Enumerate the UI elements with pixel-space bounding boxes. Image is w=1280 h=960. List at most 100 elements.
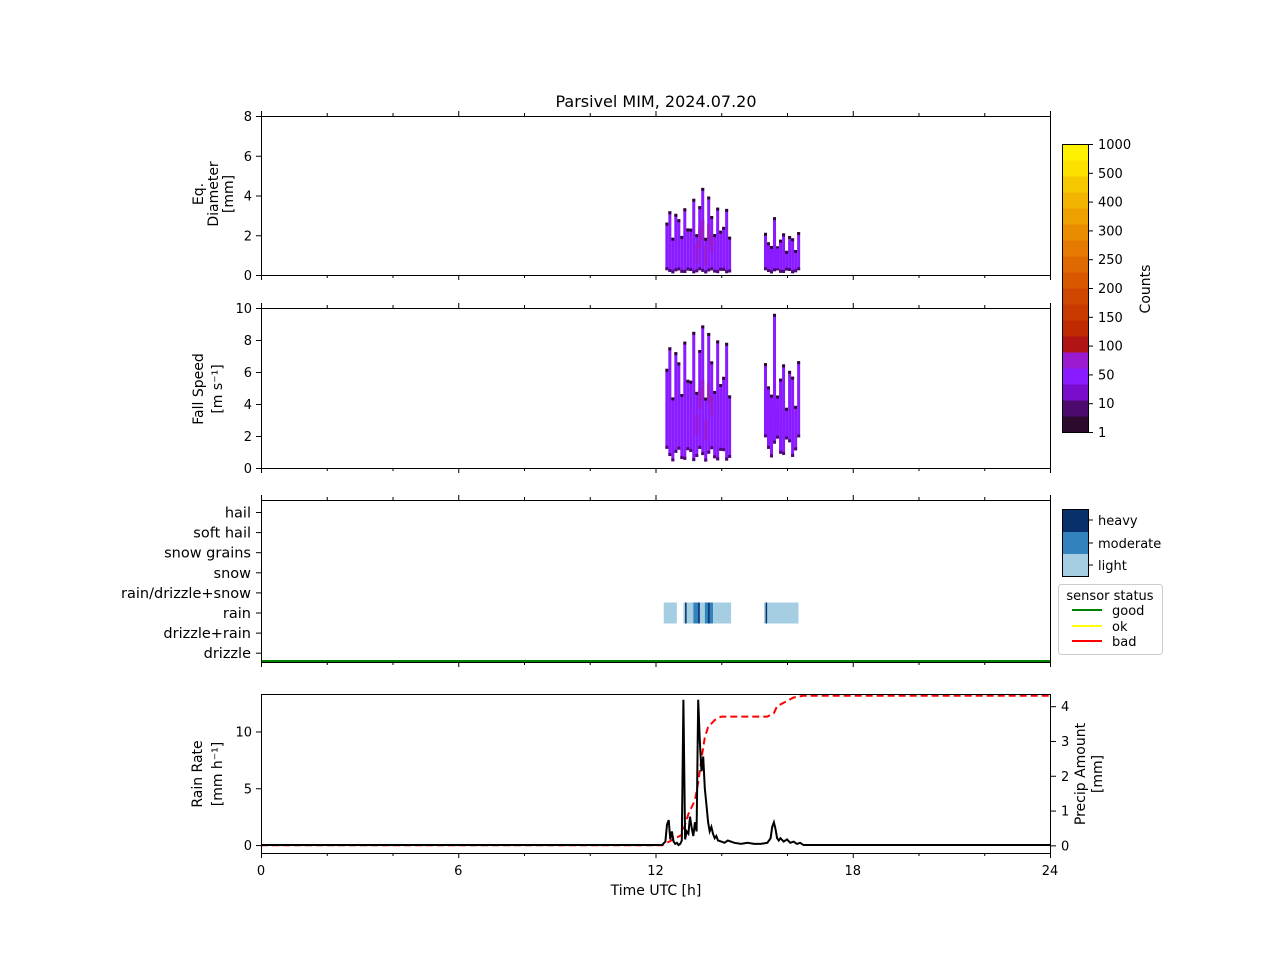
heatmap-edge-cell: [665, 445, 669, 449]
heatmap-cell: [689, 228, 693, 272]
colorbar-cell: [1062, 272, 1088, 289]
precip-amount-line: [261, 694, 1050, 847]
intensity-label-heavy: heavy: [1098, 514, 1138, 529]
heatmap-cell: [680, 394, 684, 460]
heatmap-edge-cell: [710, 216, 714, 220]
colorbar-tick-label: 150: [1098, 311, 1123, 326]
heatmap-edge-cell: [701, 325, 705, 329]
heatmap-cell: [767, 386, 771, 449]
heatmap-cell: [686, 228, 690, 271]
heatmap-cell: [692, 198, 696, 274]
heatmap-cell: [725, 208, 729, 274]
heatmap-edge-cell: [788, 268, 792, 272]
precip-amount-ylabel-2: [mm]: [1090, 755, 1106, 793]
diameter-ylabel-3: [mm]: [221, 175, 237, 213]
y2-tick-label: 2: [1061, 770, 1069, 785]
sensor-status-legend: sensor status good ok bad: [1058, 584, 1163, 655]
heatmap-core-cell: [770, 249, 774, 270]
heatmap-cell: [782, 233, 786, 273]
counts-colorbar-label: Counts: [1138, 265, 1154, 314]
heatmap-edge-cell: [668, 211, 672, 215]
heatmap-edge-cell: [779, 450, 783, 454]
heatmap-edge-cell: [782, 451, 786, 455]
panel-diameter: 0 2 4 6 8 Eq. Diameter [mm]: [191, 110, 1051, 284]
heatmap-edge-cell: [776, 246, 780, 250]
heatmap-edge-cell: [713, 234, 717, 238]
heatmap-edge-cell: [683, 269, 687, 273]
heatmap-edge-cell: [788, 370, 792, 374]
heatmap-edge-cell: [671, 397, 675, 401]
diameter-ylabel-1: Eq.: [191, 183, 207, 205]
heatmap-cell: [716, 340, 720, 461]
precip-type-segment: [763, 602, 799, 624]
precip-amount-y-ticks: 0 1 2 3 4: [1051, 700, 1069, 854]
heatmap-cell: [728, 236, 732, 273]
heatmap-edge-cell: [677, 267, 681, 271]
y-tick-label: 5: [244, 782, 252, 797]
heatmap-edge-cell: [683, 456, 687, 460]
colorbar-cell: [1062, 192, 1088, 209]
heatmap-edge-cell: [779, 239, 783, 243]
heatmap-core-cell: [695, 414, 699, 435]
heatmap-edge-cell: [677, 362, 681, 366]
heatmap-core-cell: [707, 383, 711, 404]
y-tick-label: 10: [235, 725, 252, 740]
heatmap-cell: [716, 207, 720, 274]
fall-speed-axes-frame: [261, 308, 1051, 469]
heatmap-edge-cell: [683, 341, 687, 345]
heatmap-edge-cell: [725, 342, 729, 346]
heatmap-edge-cell: [674, 352, 678, 356]
heatmap-edge-cell: [695, 234, 699, 238]
heatmap-cell: [722, 376, 726, 452]
heatmap-edge-cell: [719, 384, 723, 388]
colorbar-tick-label: 250: [1098, 253, 1123, 268]
colorbar-cell: [1062, 416, 1088, 433]
heatmap-edge-cell: [665, 368, 669, 372]
diameter-heatmap: [665, 187, 801, 274]
category-label: snow grains: [164, 546, 251, 562]
x-tick-label: 0: [257, 864, 265, 879]
y2-tick-label: 3: [1061, 735, 1069, 750]
heatmap-cell: [797, 232, 801, 271]
heatmap-cell: [671, 237, 675, 274]
heatmap-cell: [788, 235, 792, 272]
rain-rate-ylabel-1: Rain Rate: [190, 740, 206, 807]
fall-speed-ylabel-2: [m s⁻¹]: [210, 364, 226, 413]
heatmap-edge-cell: [668, 453, 672, 457]
colorbar-cell: [1062, 160, 1088, 177]
category-label: drizzle: [204, 646, 251, 662]
heatmap-edge-cell: [689, 380, 693, 384]
heatmap-edge-cell: [671, 237, 675, 241]
heatmap-cell: [763, 363, 767, 438]
heatmap-edge-cell: [722, 448, 726, 452]
heatmap-edge-cell: [770, 394, 774, 398]
heatmap-edge-cell: [722, 267, 726, 271]
heatmap-edge-cell: [710, 267, 714, 271]
heatmap-edge-cell: [704, 270, 708, 274]
heatmap-edge-cell: [704, 237, 708, 241]
heatmap-edge-cell: [719, 267, 723, 271]
heatmap-edge-cell: [701, 452, 705, 456]
heatmap-edge-cell: [692, 270, 696, 274]
heatmap-edge-cell: [797, 361, 801, 365]
counts-colorbar: 1 10 50 100 150 200 250 300 400 500 1000 Counts: [1062, 138, 1154, 441]
heatmap-edge-cell: [689, 228, 693, 232]
colorbar-cell: [1062, 336, 1088, 353]
colorbar-tick-label: 300: [1098, 224, 1123, 239]
fall-speed-ylabel-1: Fall Speed: [191, 353, 207, 424]
category-label: snow: [214, 566, 252, 582]
heatmap-edge-cell: [668, 347, 672, 351]
precip-type-bars: [663, 602, 799, 624]
heatmap-edge-cell: [763, 232, 767, 236]
heatmap-cell: [692, 331, 696, 462]
heatmap-edge-cell: [686, 228, 690, 232]
diameter-y-ticks: 0 2 4 6 8: [244, 110, 261, 284]
heatmap-edge-cell: [794, 447, 798, 451]
heatmap-cell: [677, 219, 681, 271]
heatmap-edge-cell: [671, 458, 675, 462]
heatmap-edge-cell: [677, 446, 681, 450]
heatmap-edge-cell: [767, 242, 771, 246]
heatmap-edge-cell: [710, 446, 714, 450]
y-tick-label: 4: [244, 190, 252, 205]
